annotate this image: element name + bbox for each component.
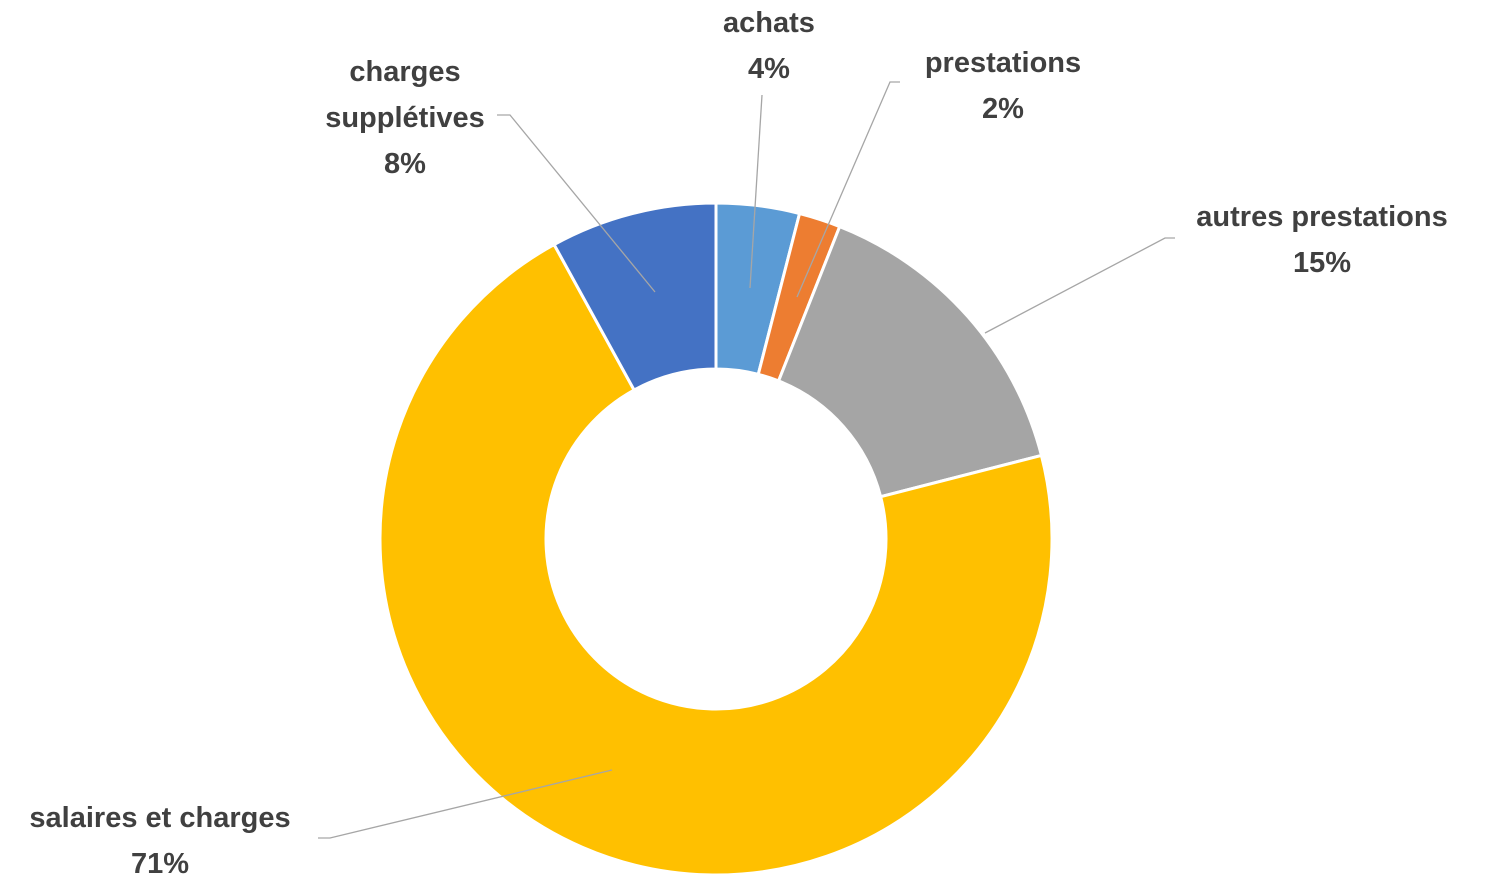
leader-line bbox=[796, 81, 900, 298]
data-label: salaires et charges 71% bbox=[0, 795, 320, 880]
label-value: 15% bbox=[1292, 247, 1352, 279]
data-label: autres prestations 15% bbox=[1162, 194, 1482, 286]
slice bbox=[776, 224, 1044, 499]
data-label: prestations 2% bbox=[883, 40, 1123, 132]
label-value: 2% bbox=[982, 93, 1024, 125]
leader-line bbox=[497, 114, 656, 293]
label-name: charges supplétives bbox=[325, 56, 485, 134]
data-label: charges supplétives 8% bbox=[305, 49, 505, 187]
label-value: 4% bbox=[748, 53, 790, 85]
label-name: prestations bbox=[924, 47, 1082, 79]
label-value: 71% bbox=[130, 848, 190, 880]
label-name: achats bbox=[723, 7, 815, 39]
slice bbox=[378, 242, 1054, 877]
leader-line bbox=[749, 94, 763, 289]
label-value: 8% bbox=[384, 148, 426, 180]
slice bbox=[552, 201, 718, 393]
leader-line bbox=[984, 237, 1175, 334]
label-name: salaires et charges bbox=[29, 802, 291, 834]
data-label: achats 4% bbox=[669, 0, 869, 92]
label-name: autres prestations bbox=[1196, 201, 1448, 233]
leader-line bbox=[318, 769, 613, 839]
